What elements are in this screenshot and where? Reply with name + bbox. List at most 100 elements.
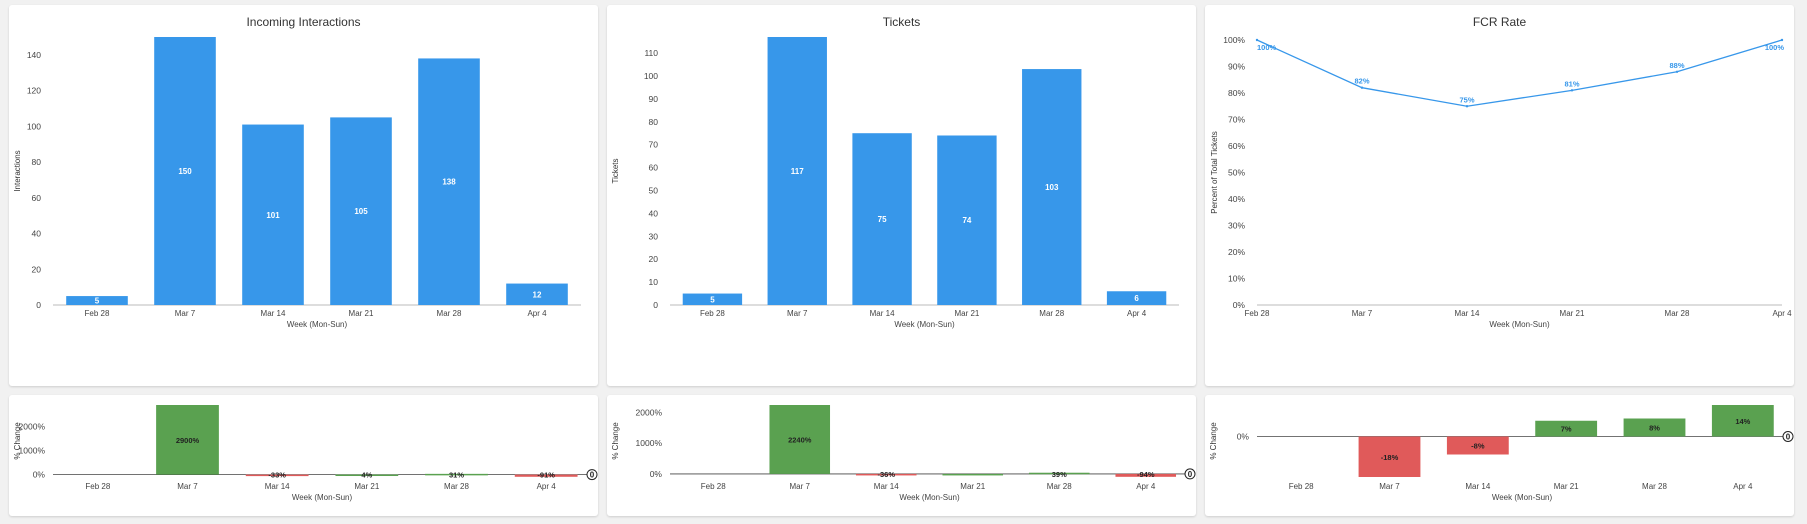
y-axis-label: % Change <box>611 422 620 460</box>
chart-title: FCR Rate <box>1472 15 1527 29</box>
y-tick-label: 110 <box>644 48 658 58</box>
data-point <box>1675 70 1679 74</box>
y-tick-label: 90 <box>649 94 659 104</box>
x-tick-label: Apr 4 <box>537 482 557 491</box>
x-tick-label: Mar 14 <box>261 309 286 318</box>
x-axis-label: Week (Mon-Sun) <box>292 493 353 502</box>
change-value-label: 39% <box>1052 470 1067 479</box>
y-tick-label: 40 <box>32 229 42 239</box>
change-value-label: -33% <box>268 471 286 480</box>
change-bar <box>245 474 309 477</box>
x-axis-label: Week (Mon-Sun) <box>894 320 955 329</box>
change-value-label: 2240% <box>788 435 812 444</box>
y-axis-label: % Change <box>1209 422 1218 460</box>
x-tick-label: Mar 28 <box>1039 309 1064 318</box>
y-tick-label: 0% <box>33 470 46 480</box>
y-tick-label: 100 <box>644 71 658 81</box>
y-tick-label: 50% <box>1228 168 1245 178</box>
x-tick-label: Feb 28 <box>1289 482 1314 491</box>
y-axis-label: Percent of Total Tickets <box>1210 131 1219 214</box>
y-tick-label: 30 <box>649 231 659 241</box>
y-tick-label: 0% <box>1237 432 1250 442</box>
bar <box>418 58 480 305</box>
x-tick-label: Apr 4 <box>1136 482 1156 491</box>
y-tick-label: 140 <box>27 50 41 60</box>
interactions-card: Incoming Interactions 0 20 40 60 80 100 120 140… <box>9 5 598 386</box>
end-marker-label: 0 <box>1786 433 1791 442</box>
interactions-change-chart: 0% 1000% 2000%% Change 0 2900% -33% 4% 31% -91% F… <box>13 405 598 502</box>
change-value-label: -36% <box>877 470 895 479</box>
fcr-change-card: 0% % Change 0 -18% -8% 7% 8% 14% Feb 28 Mar 7 Mar … <box>1205 395 1794 516</box>
bar-value-label: 105 <box>354 207 368 216</box>
x-tick-label: Mar 21 <box>1560 309 1585 318</box>
x-tick-label: Feb 28 <box>1245 309 1270 318</box>
bar <box>767 37 827 305</box>
data-label: 75% <box>1459 95 1474 104</box>
data-point <box>1780 38 1784 42</box>
x-tick-label: Mar 28 <box>1047 482 1072 491</box>
x-tick-label: Feb 28 <box>700 309 725 318</box>
tickets-change-card: 0% 1000% 2000% % Change 0 2240% -36% 39% -94% Feb… <box>607 395 1196 516</box>
x-tick-label: Mar 7 <box>175 309 196 318</box>
fcr-card: FCR Rate 0% 10% 20% 30% 40% 50% 60% 70% 80% 90% 10… <box>1205 5 1794 386</box>
data-label: 81% <box>1564 79 1579 88</box>
change-value-label: 8% <box>1649 424 1660 433</box>
y-tick-label: 40% <box>1228 194 1245 204</box>
bar <box>330 117 392 306</box>
y-tick-label: 30% <box>1228 221 1245 231</box>
y-axis-label: Tickets <box>611 158 620 183</box>
x-tick-label: Mar 7 <box>177 482 198 491</box>
x-axis-label: Week (Mon-Sun) <box>1489 320 1550 329</box>
x-tick-label: Mar 28 <box>1665 309 1690 318</box>
change-bar <box>769 405 831 474</box>
y-tick-label: 10 <box>649 277 659 287</box>
change-value-label: 2900% <box>176 436 200 445</box>
data-label: 88% <box>1669 61 1684 70</box>
change-bar <box>942 473 1004 476</box>
x-tick-label: Apr 4 <box>1733 482 1753 491</box>
y-tick-label: 0% <box>650 469 663 479</box>
y-tick-label: 80 <box>32 157 42 167</box>
bar-value-label: 150 <box>178 167 192 176</box>
bar-value-label: 103 <box>1045 183 1059 192</box>
change-bar <box>1623 418 1686 437</box>
change-value-label: 7% <box>1561 425 1572 434</box>
bar-value-label: 5 <box>710 295 715 304</box>
y-tick-label: 60% <box>1228 141 1245 151</box>
bar-value-label: 5 <box>95 297 100 306</box>
x-tick-label: Mar 21 <box>960 482 985 491</box>
bar <box>506 283 568 305</box>
bar <box>154 37 216 305</box>
x-tick-label: Mar 7 <box>787 309 808 318</box>
y-tick-label: 90% <box>1228 62 1245 72</box>
chart-title: Tickets <box>882 15 921 29</box>
x-tick-label: Feb 28 <box>701 482 726 491</box>
y-tick-label: 0% <box>1233 300 1246 310</box>
y-tick-label: 60 <box>32 193 42 203</box>
tickets-chart: 0 10 20 30 40 50 60 70 80 90 100 110 Tickets Feb 28 Ma… <box>611 37 1179 329</box>
bar <box>852 133 912 305</box>
x-tick-label: Mar 28 <box>1642 482 1667 491</box>
y-tick-label: 20 <box>32 264 42 274</box>
x-tick-label: Apr 4 <box>527 309 547 318</box>
bar-value-label: 117 <box>791 167 804 176</box>
x-axis-label: Week (Mon-Sun) <box>287 320 348 329</box>
change-bar <box>855 473 917 476</box>
interactions-change-card: 0% 1000% 2000%% Change 0 2900% -33% 4% 31% -91% F… <box>9 395 598 516</box>
x-tick-label: Mar 28 <box>444 482 469 491</box>
interactions-chart: 0 20 40 60 80 100 120 140 Interactions Feb 28 Mar … <box>13 37 581 329</box>
y-tick-label: 80% <box>1228 88 1245 98</box>
change-value-label: 14% <box>1735 417 1750 426</box>
data-point <box>1465 105 1469 108</box>
y-tick-label: 70% <box>1228 115 1245 125</box>
end-marker-label: 0 <box>1188 470 1193 479</box>
x-tick-label: Mar 21 <box>1554 482 1579 491</box>
y-tick-label: 120 <box>27 86 41 96</box>
x-tick-label: Mar 14 <box>870 309 895 318</box>
end-marker <box>1184 468 1196 480</box>
x-tick-label: Feb 28 <box>85 482 110 491</box>
y-axis-label: Interactions <box>13 150 22 191</box>
fcr-chart: 0% 10% 20% 30% 40% 50% 60% 70% 80% 90% 100% Percent… <box>1210 35 1792 329</box>
y-tick-label: 80 <box>649 117 659 127</box>
y-axis-label: % Change <box>13 422 22 460</box>
